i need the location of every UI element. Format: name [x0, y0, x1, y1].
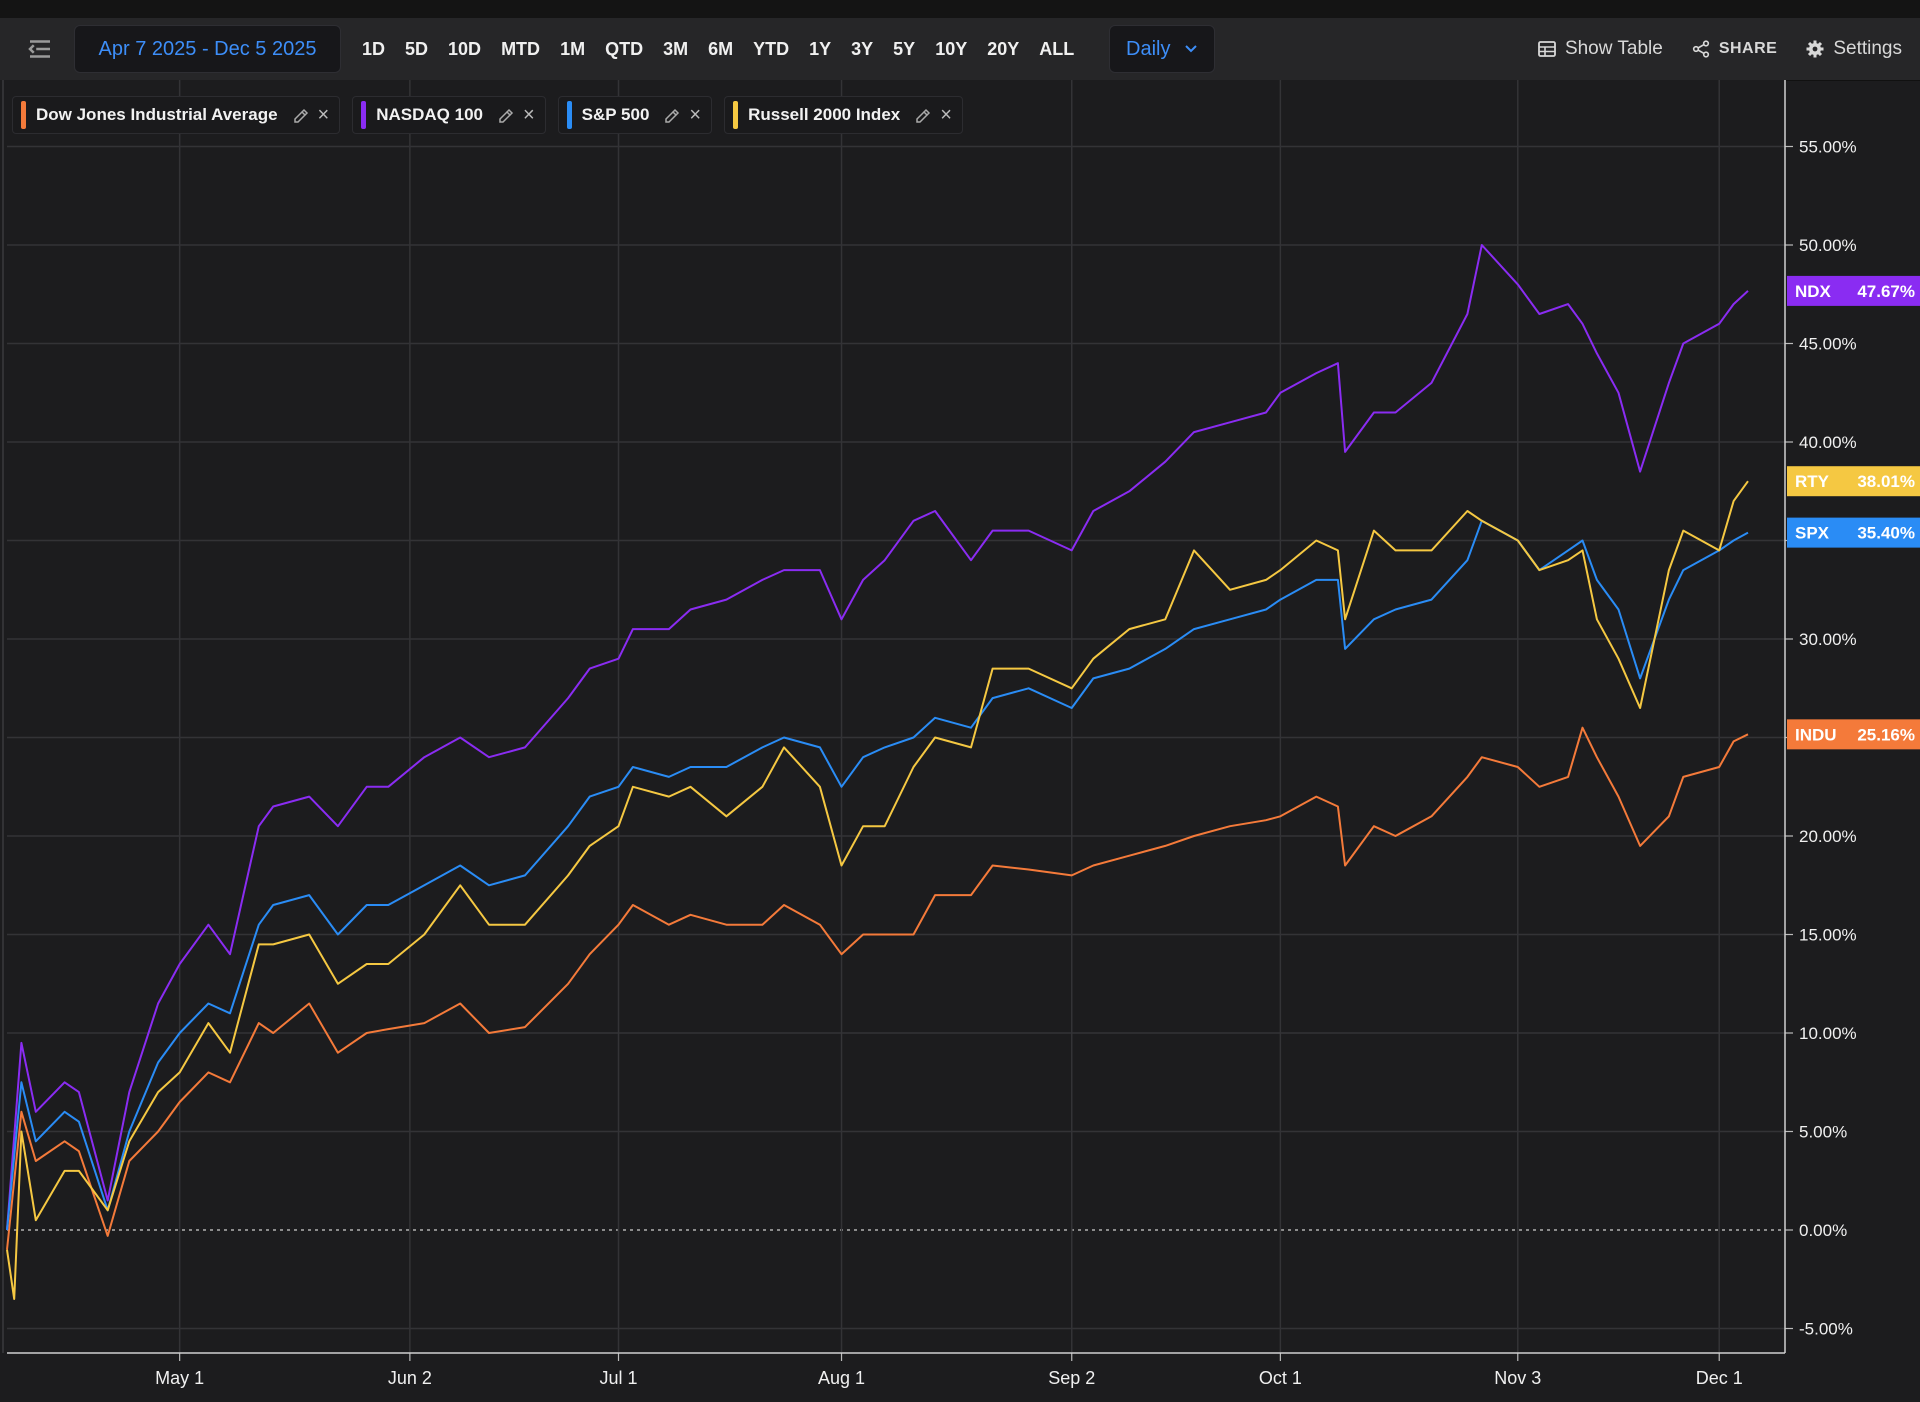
y-tick-label: 55.00%: [1799, 138, 1857, 157]
y-tick-label: 15.00%: [1799, 926, 1857, 945]
collapse-menu-button[interactable]: [18, 29, 62, 69]
range-button-qtd[interactable]: QTD: [605, 38, 644, 59]
remove-series-icon[interactable]: ×: [522, 104, 535, 126]
x-tick-label: Jul 1: [599, 1368, 637, 1388]
series-line-indu[interactable]: [6, 726, 1749, 1250]
range-button-3m[interactable]: 3M: [663, 38, 689, 59]
tag-background: [1787, 719, 1920, 750]
table-icon: [1538, 41, 1556, 57]
last-value-tag-spx: SPX 35.40%: [1787, 517, 1920, 548]
tag-background: [1787, 517, 1920, 548]
date-range-picker[interactable]: Apr 7 2025 - Dec 5 2025: [74, 25, 341, 73]
series-color-swatch: [21, 101, 26, 129]
tag-value: 25.16%: [1857, 725, 1915, 744]
legend-chip[interactable]: S&P 500 ×: [557, 96, 713, 134]
tag-ticker: NDX: [1795, 282, 1832, 301]
series-legend: Dow Jones Industrial Average × NASDAQ 100 ×…: [12, 96, 963, 134]
remove-series-icon[interactable]: ×: [317, 104, 330, 126]
remove-series-icon[interactable]: ×: [689, 104, 702, 126]
tag-background: [1787, 275, 1920, 306]
tag-background: [1787, 466, 1920, 497]
settings-label: Settings: [1833, 38, 1902, 59]
tag-ticker: RTY: [1795, 472, 1830, 491]
range-button-1d[interactable]: 1D: [362, 38, 386, 59]
range-button-1y[interactable]: 1Y: [809, 38, 832, 59]
range-button-20y[interactable]: 20Y: [987, 38, 1020, 59]
range-button-mtd[interactable]: MTD: [501, 38, 541, 59]
range-button-10y[interactable]: 10Y: [935, 38, 968, 59]
performance-chart[interactable]: -5.00%0.00%5.00%10.00%15.00%20.00%25.00%…: [0, 80, 1920, 1402]
legend-chip[interactable]: Russell 2000 Index ×: [724, 96, 963, 134]
tag-ticker: INDU: [1795, 725, 1837, 744]
x-tick-label: Nov 3: [1494, 1368, 1541, 1388]
y-tick-label: 40.00%: [1799, 433, 1857, 452]
series-settings-icon[interactable]: [497, 106, 515, 124]
x-tick-label: Sep 2: [1048, 1368, 1095, 1388]
y-tick-label: 5.00%: [1799, 1123, 1847, 1142]
chart-toolbar: Apr 7 2025 - Dec 5 2025 1D 5D 10D MTD 1M QTD 3…: [0, 18, 1920, 81]
x-tick-label: Aug 1: [818, 1368, 865, 1388]
gear-icon: [1806, 40, 1824, 58]
last-value-tag-indu: INDU 25.16%: [1787, 719, 1920, 750]
menu-collapse-icon: [28, 40, 50, 58]
show-table-button[interactable]: Show Table: [1537, 38, 1663, 60]
chevron-down-icon: [1185, 45, 1198, 53]
range-buttons: 1D 5D 10D MTD 1M QTD 3M 6M YTD 1Y 3Y 5Y 10Y 20Y ALL: [353, 26, 1085, 72]
tag-value: 47.67%: [1857, 282, 1915, 301]
tag-ticker: SPX: [1795, 524, 1830, 543]
range-button-all[interactable]: ALL: [1039, 38, 1075, 59]
series-line-rty[interactable]: [6, 480, 1749, 1300]
y-tick-label: -5.00%: [1799, 1320, 1853, 1339]
x-tick-label: Oct 1: [1259, 1368, 1302, 1388]
range-button-1m[interactable]: 1M: [560, 38, 586, 59]
series-settings-icon[interactable]: [914, 106, 932, 124]
interval-select[interactable]: Daily: [1109, 25, 1216, 73]
remove-series-icon[interactable]: ×: [940, 104, 952, 126]
y-tick-label: 10.00%: [1799, 1024, 1857, 1043]
y-tick-label: 0.00%: [1799, 1221, 1847, 1240]
x-tick-label: Jun 2: [388, 1368, 432, 1388]
series-settings-icon[interactable]: [292, 106, 310, 124]
range-button-5y[interactable]: 5Y: [893, 38, 916, 59]
share-button[interactable]: SHARE: [1691, 39, 1778, 59]
series-color-swatch: [566, 101, 572, 129]
share-label: SHARE: [1718, 40, 1778, 57]
y-tick-label: 45.00%: [1799, 335, 1857, 354]
top-strip: [0, 0, 1920, 18]
series-line-ndx[interactable]: [6, 244, 1749, 1231]
interval-label: Daily: [1126, 37, 1171, 60]
y-tick-label: 50.00%: [1799, 236, 1857, 255]
legend-chip[interactable]: Dow Jones Industrial Average ×: [12, 96, 341, 134]
legend-series-name: NASDAQ 100: [376, 105, 483, 124]
range-button-6m[interactable]: 6M: [708, 38, 734, 59]
last-value-tag-rty: RTY 38.01%: [1787, 466, 1920, 497]
range-button-10d[interactable]: 10D: [448, 38, 482, 59]
share-icon: [1692, 40, 1709, 58]
plot-area: [0, 80, 1785, 1353]
series-color-swatch: [361, 101, 367, 129]
legend-chip[interactable]: NASDAQ 100 ×: [352, 96, 546, 134]
range-button-5d[interactable]: 5D: [405, 38, 429, 59]
legend-series-name: Dow Jones Industrial Average: [36, 105, 278, 124]
range-button-3y[interactable]: 3Y: [851, 38, 874, 59]
last-value-tag-ndx: NDX 47.67%: [1787, 275, 1920, 306]
legend-series-name: S&P 500: [581, 105, 650, 124]
y-tick-label: 20.00%: [1799, 827, 1857, 846]
show-table-label: Show Table: [1564, 38, 1663, 59]
x-tick-label: Dec 1: [1696, 1368, 1743, 1388]
tag-value: 35.40%: [1857, 524, 1915, 543]
y-tick-label: 30.00%: [1799, 630, 1857, 649]
series-settings-icon[interactable]: [663, 106, 681, 124]
series-color-swatch: [733, 101, 739, 129]
tag-value: 38.01%: [1857, 472, 1915, 491]
legend-series-name: Russell 2000 Index: [748, 105, 901, 124]
settings-button[interactable]: Settings: [1805, 38, 1902, 60]
x-tick-label: May 1: [155, 1368, 204, 1388]
range-button-ytd[interactable]: YTD: [753, 38, 790, 59]
